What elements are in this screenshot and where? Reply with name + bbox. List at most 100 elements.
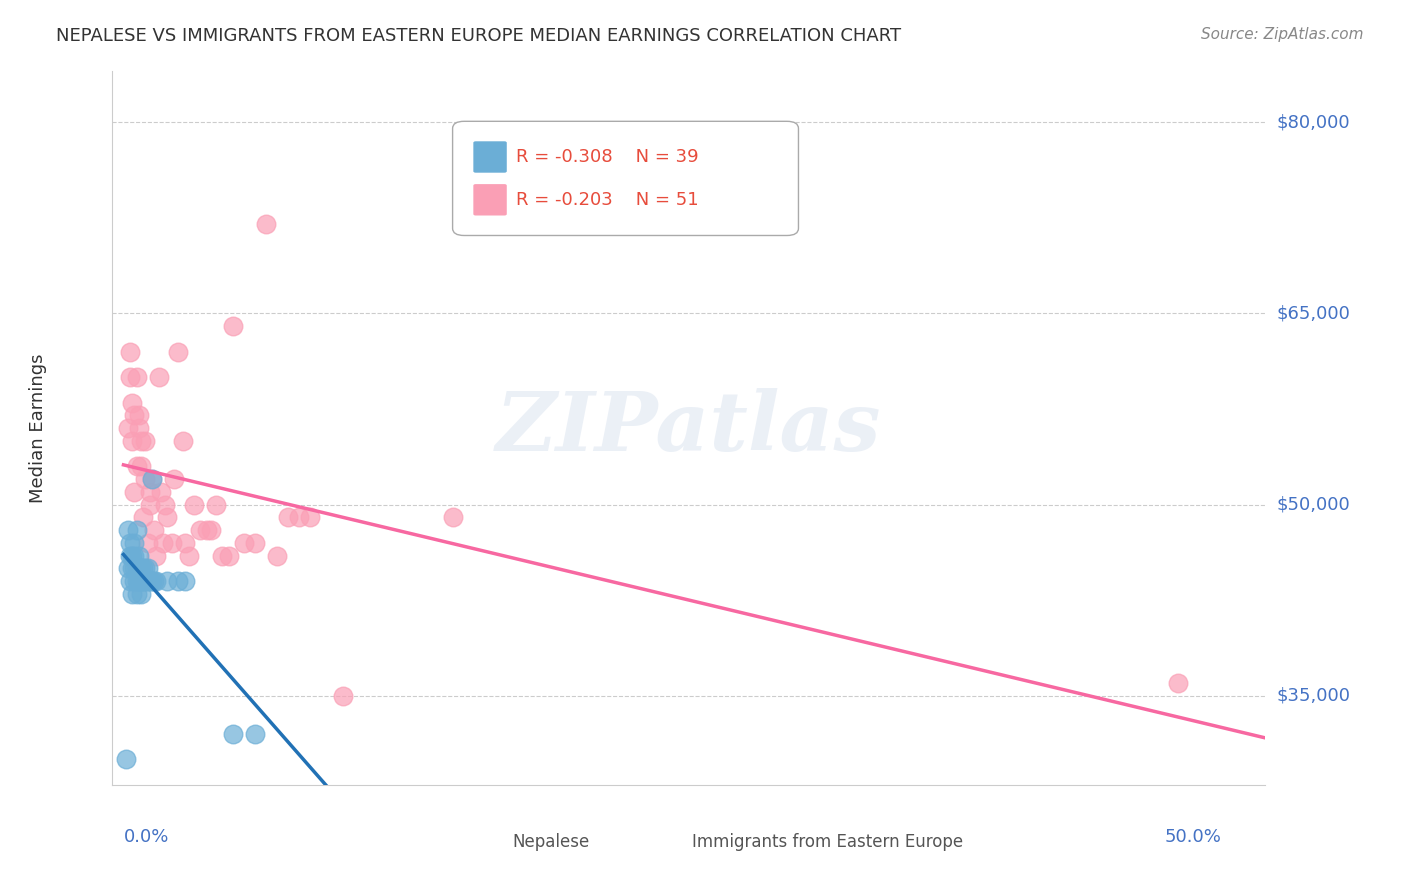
Text: Source: ZipAtlas.com: Source: ZipAtlas.com — [1201, 27, 1364, 42]
Point — [200, 523, 222, 537]
Text: Immigrants from Eastern Europe: Immigrants from Eastern Europe — [692, 833, 963, 851]
Text: R = -0.308    N = 39: R = -0.308 N = 39 — [516, 148, 699, 166]
Point — [121, 395, 143, 409]
Point — [132, 574, 155, 588]
Point — [188, 523, 211, 537]
Point — [152, 536, 174, 550]
Point — [134, 561, 156, 575]
Point — [128, 574, 150, 588]
Point — [139, 498, 162, 512]
Text: R = -0.203    N = 51: R = -0.203 N = 51 — [516, 191, 699, 209]
Point — [136, 574, 159, 588]
Point — [160, 536, 183, 550]
Point — [124, 409, 146, 423]
Point — [134, 434, 156, 448]
Point — [117, 421, 139, 435]
Point — [245, 536, 267, 550]
Text: $35,000: $35,000 — [1277, 687, 1351, 705]
Point — [222, 319, 245, 334]
Point — [132, 510, 155, 524]
Point — [114, 752, 136, 766]
Point — [143, 523, 166, 537]
Point — [121, 587, 143, 601]
Point — [129, 574, 152, 588]
Point — [149, 484, 172, 499]
Point — [141, 472, 163, 486]
Point — [136, 536, 159, 550]
Point — [118, 549, 141, 563]
Point — [124, 549, 146, 563]
Point — [124, 574, 146, 588]
Point — [277, 510, 299, 524]
Point — [145, 574, 167, 588]
Point — [156, 574, 179, 588]
Point — [117, 561, 139, 575]
Point — [121, 434, 143, 448]
Point — [118, 344, 141, 359]
Point — [128, 409, 150, 423]
Point — [117, 523, 139, 537]
Point — [139, 574, 162, 588]
Text: 0.0%: 0.0% — [124, 828, 169, 846]
Text: $65,000: $65,000 — [1277, 304, 1351, 323]
Point — [125, 574, 148, 588]
Point — [183, 498, 205, 512]
Point — [218, 549, 240, 563]
FancyBboxPatch shape — [474, 184, 506, 216]
Point — [245, 727, 267, 741]
Point — [195, 523, 218, 537]
Point — [254, 217, 277, 231]
Text: 50.0%: 50.0% — [1164, 828, 1222, 846]
FancyBboxPatch shape — [456, 830, 506, 855]
Point — [163, 472, 186, 486]
Point — [222, 727, 245, 741]
Point — [156, 510, 179, 524]
Point — [125, 587, 148, 601]
Point — [128, 421, 150, 435]
Text: Median Earnings: Median Earnings — [28, 353, 46, 503]
Point — [145, 549, 167, 563]
Point — [129, 434, 152, 448]
Point — [132, 561, 155, 575]
Point — [128, 561, 150, 575]
Point — [167, 574, 190, 588]
Point — [125, 561, 148, 575]
Point — [141, 472, 163, 486]
Point — [124, 536, 146, 550]
Point — [118, 370, 141, 384]
Point — [174, 574, 197, 588]
Point — [141, 574, 163, 588]
Point — [204, 498, 226, 512]
Point — [121, 549, 143, 563]
Point — [167, 344, 190, 359]
Text: $80,000: $80,000 — [1277, 113, 1351, 131]
Point — [129, 561, 152, 575]
Point — [129, 459, 152, 474]
Point — [124, 484, 146, 499]
Point — [1167, 676, 1189, 690]
Point — [288, 510, 311, 524]
Text: Nepalese: Nepalese — [512, 833, 589, 851]
Point — [125, 370, 148, 384]
Point — [174, 536, 197, 550]
Point — [134, 472, 156, 486]
FancyBboxPatch shape — [474, 141, 506, 173]
Point — [233, 536, 256, 550]
Point — [332, 689, 354, 703]
Point — [266, 549, 288, 563]
Point — [128, 549, 150, 563]
Point — [136, 561, 159, 575]
Point — [129, 587, 152, 601]
FancyBboxPatch shape — [664, 830, 714, 855]
FancyBboxPatch shape — [453, 121, 799, 235]
Point — [118, 574, 141, 588]
Text: NEPALESE VS IMMIGRANTS FROM EASTERN EUROPE MEDIAN EARNINGS CORRELATION CHART: NEPALESE VS IMMIGRANTS FROM EASTERN EURO… — [56, 27, 901, 45]
Point — [125, 523, 148, 537]
Point — [139, 484, 162, 499]
Text: $50,000: $50,000 — [1277, 496, 1351, 514]
Point — [124, 561, 146, 575]
Point — [125, 459, 148, 474]
Point — [143, 574, 166, 588]
Point — [172, 434, 194, 448]
Point — [121, 561, 143, 575]
